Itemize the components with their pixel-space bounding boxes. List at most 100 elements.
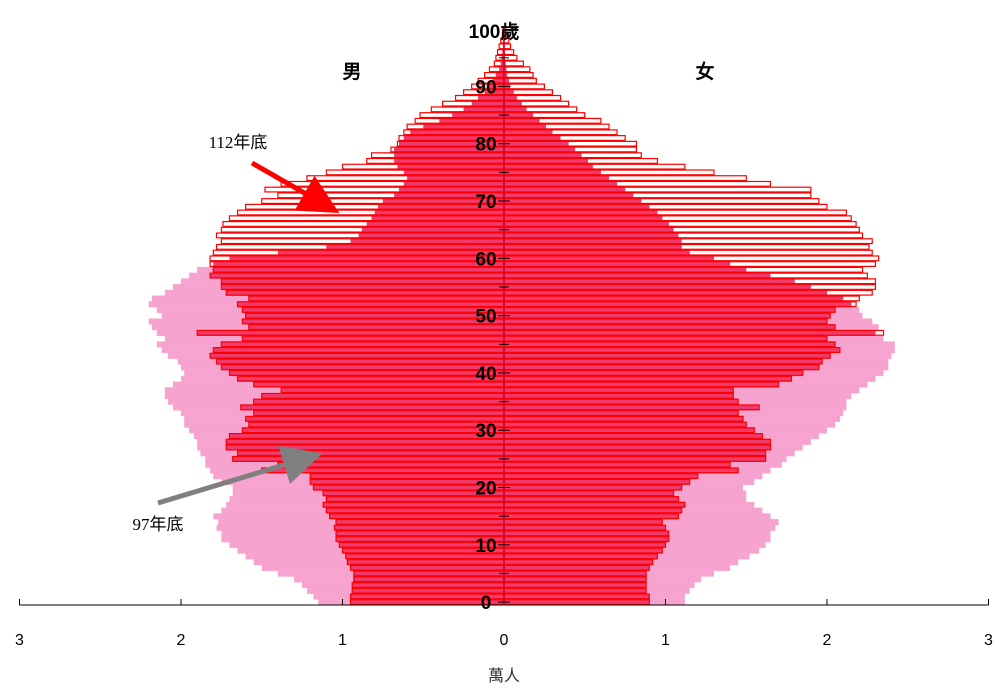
bar-overlap-male	[399, 140, 504, 147]
bar-overlap-male	[226, 444, 504, 451]
bar-overlap-female	[504, 593, 650, 600]
x-tick-label: 0	[500, 632, 509, 649]
bar-overlap-female	[504, 576, 647, 583]
bar-overlap-female	[504, 123, 546, 130]
bar-overlap-female	[504, 261, 731, 268]
bar-overlap-female	[504, 524, 666, 531]
bar-overlap-female	[504, 398, 739, 405]
bar-overlap-female	[504, 473, 698, 480]
bar-overlap-female	[504, 312, 831, 319]
x-tick-label: 1	[338, 632, 347, 649]
annotation-112-arrow	[250, 160, 340, 213]
bar-overlap-male	[394, 152, 504, 159]
bar-overlap-female	[504, 450, 766, 457]
bar-overlap-male	[423, 123, 504, 130]
bar-overlap-female	[504, 599, 650, 606]
bar-overlap-male	[403, 169, 504, 176]
bar-overlap-male	[410, 129, 504, 136]
bar-overlap-female	[504, 519, 663, 526]
bar-overlap-female	[504, 415, 744, 422]
bar-overlap-male	[336, 536, 504, 543]
bar-112-female	[503, 31, 508, 38]
bar-overlap-male	[350, 593, 504, 600]
bar-overlap-male	[329, 513, 504, 520]
bar-overlap-male	[339, 541, 504, 548]
bar-112-female	[503, 43, 512, 50]
bar-overlap-female	[504, 467, 739, 474]
bar-overlap-male	[221, 341, 504, 348]
bar-overlap-male	[382, 198, 504, 205]
bar-overlap-female	[504, 536, 669, 543]
bar-overlap-male	[358, 232, 504, 239]
bar-overlap-female	[504, 484, 682, 491]
bar-overlap-female	[504, 433, 763, 440]
bar-overlap-female	[504, 570, 647, 577]
bar-overlap-female	[504, 226, 674, 233]
bar-overlap-female	[504, 501, 685, 508]
bar-overlap-male	[407, 175, 504, 182]
bar-overlap-male	[350, 599, 504, 606]
bar-overlap-male	[342, 547, 504, 554]
bar-overlap-male	[394, 146, 504, 153]
age-tick-label: 60	[475, 249, 496, 270]
bar-overlap-male	[326, 507, 504, 514]
bar-overlap-female	[504, 392, 734, 400]
bar-overlap-female	[504, 547, 663, 554]
annotation-97-arrow	[157, 445, 323, 506]
bar-overlap-female	[504, 66, 507, 73]
bar-overlap-female	[504, 272, 771, 279]
bar-overlap-male	[310, 473, 504, 480]
bar-overlap-female	[504, 352, 831, 359]
bar-overlap-female	[504, 255, 714, 262]
bar-overlap-female	[504, 77, 509, 84]
bar-overlap-female	[504, 564, 650, 571]
bar-overlap-male	[210, 272, 504, 279]
bar-overlap-male	[232, 456, 504, 463]
bar-overlap-female	[504, 410, 739, 417]
age-tick-label: 40	[475, 364, 496, 385]
bar-overlap-female	[504, 496, 679, 503]
bar-overlap-female	[504, 146, 576, 153]
bar-overlap-male	[492, 77, 504, 84]
age-tick-label: 90	[475, 77, 496, 98]
chart-labels: 100歲 男 女 萬人	[342, 20, 714, 685]
bar-overlap-female	[504, 456, 766, 463]
bar-overlap-male	[253, 381, 504, 388]
bar-overlap-male	[253, 410, 504, 417]
bar-overlap-male	[229, 433, 504, 440]
bar-overlap-female	[504, 221, 669, 228]
x-tick-label: 3	[984, 632, 993, 649]
age-tick-label: 0	[481, 593, 492, 614]
bar-overlap-male	[452, 112, 504, 119]
bar-overlap-female	[504, 117, 540, 124]
bar-overlap-male	[210, 352, 504, 359]
bar-overlap-male	[245, 415, 504, 422]
bar-overlap-male	[313, 484, 504, 491]
bar-overlap-male	[378, 203, 504, 210]
bar-overlap-male	[245, 312, 504, 319]
bar-overlap-male	[326, 496, 504, 503]
bar-overlap-female	[504, 135, 561, 142]
bar-overlap-female	[504, 347, 840, 354]
bar-overlap-female	[504, 404, 760, 411]
bar-overlap-female	[504, 381, 779, 388]
bar-overlap-female	[504, 490, 674, 497]
bar-overlap-male	[484, 89, 504, 96]
bar-overlap-female	[504, 289, 827, 296]
bar-overlap-male	[248, 324, 504, 331]
bar-overlap-female	[504, 513, 679, 520]
bar-overlap-male	[353, 576, 504, 583]
bar-overlap-female	[504, 587, 647, 594]
bar-overlap-male	[221, 278, 504, 285]
bar-overlap-female	[504, 232, 679, 239]
bar-overlap-female	[504, 186, 626, 193]
bar-overlap-male	[229, 255, 504, 262]
bar-overlap-female	[504, 507, 682, 514]
bar-overlap-female	[504, 559, 653, 566]
bar-overlap-male	[471, 100, 504, 107]
series-overlap-bars	[197, 26, 876, 606]
bar-overlap-female	[504, 318, 827, 325]
bar-overlap-female	[504, 370, 803, 377]
